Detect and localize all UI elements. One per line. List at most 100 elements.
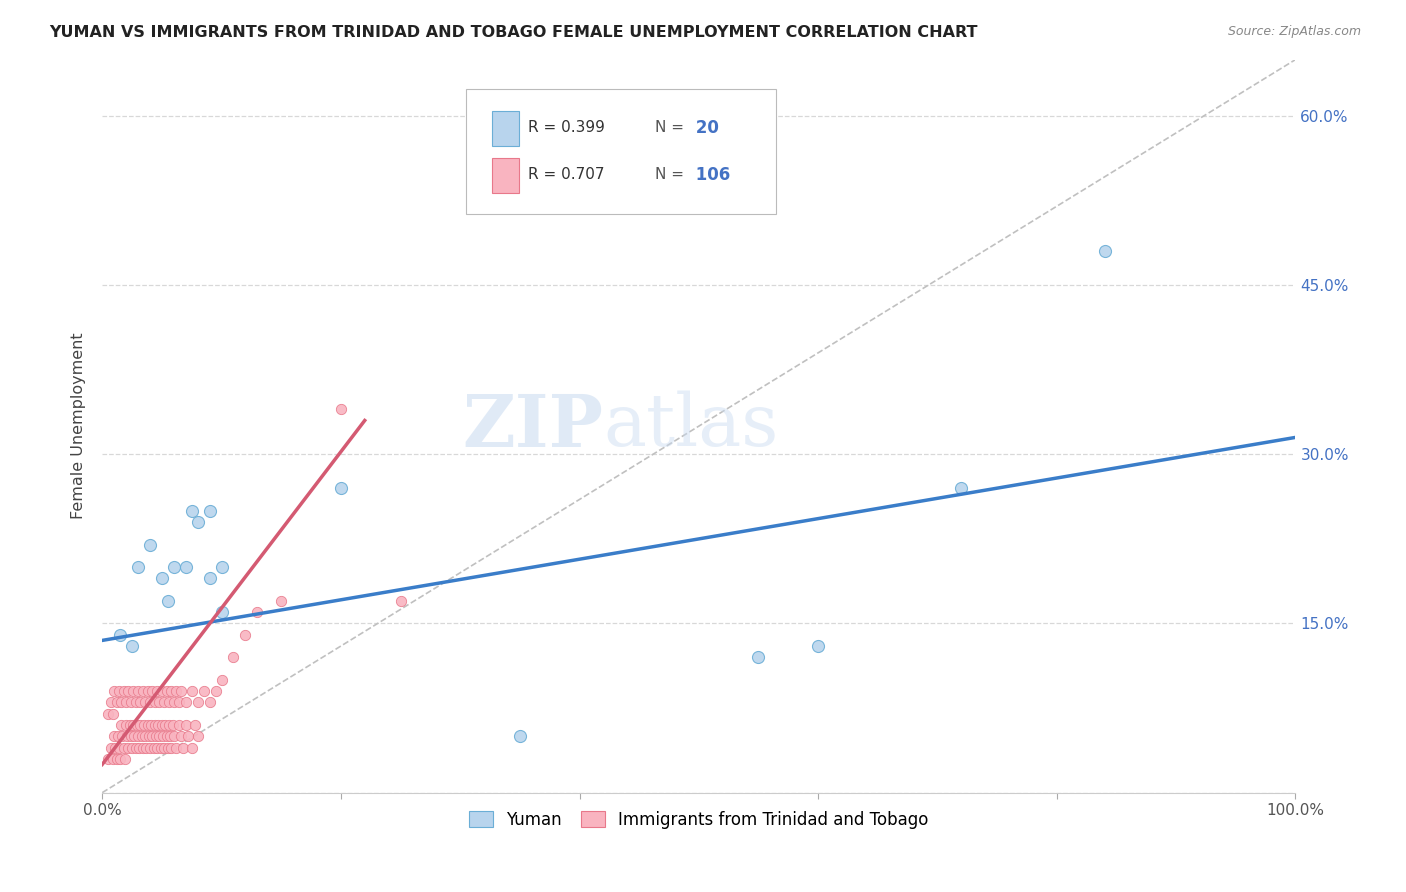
Point	[134, 729, 156, 743]
Point	[105, 695, 128, 709]
Point	[950, 481, 973, 495]
Point	[110, 695, 132, 709]
Point	[131, 729, 153, 743]
Point	[150, 718, 173, 732]
Point	[139, 695, 162, 709]
Point	[193, 684, 215, 698]
Point	[148, 718, 170, 732]
Point	[143, 718, 166, 732]
Point	[222, 650, 245, 665]
Point	[187, 695, 209, 709]
Point	[180, 504, 202, 518]
Point	[124, 740, 146, 755]
Point	[149, 740, 172, 755]
Point	[174, 560, 197, 574]
Point	[125, 718, 148, 732]
Point	[97, 752, 120, 766]
Point	[156, 594, 179, 608]
Point	[146, 740, 169, 755]
Point	[141, 729, 163, 743]
Point	[148, 729, 170, 743]
Point	[112, 740, 135, 755]
Text: YUMAN VS IMMIGRANTS FROM TRINIDAD AND TOBAGO FEMALE UNEMPLOYMENT CORRELATION CHA: YUMAN VS IMMIGRANTS FROM TRINIDAD AND TO…	[49, 25, 977, 40]
Point	[163, 695, 186, 709]
Legend: Yuman, Immigrants from Trinidad and Tobago: Yuman, Immigrants from Trinidad and Toba…	[463, 805, 935, 836]
Point	[146, 684, 169, 698]
Point	[139, 718, 162, 732]
Point	[127, 684, 149, 698]
Point	[132, 740, 155, 755]
Point	[107, 729, 129, 743]
Point	[100, 740, 122, 755]
Point	[124, 729, 146, 743]
Point	[127, 560, 149, 574]
Point	[114, 752, 136, 766]
Point	[153, 695, 176, 709]
Point	[110, 718, 132, 732]
Point	[108, 752, 131, 766]
Point	[104, 740, 127, 755]
Point	[155, 718, 177, 732]
Point	[134, 695, 156, 709]
Point	[117, 684, 139, 698]
Point	[160, 684, 183, 698]
Point	[329, 402, 352, 417]
Point	[103, 729, 125, 743]
FancyBboxPatch shape	[467, 89, 776, 213]
Point	[141, 684, 163, 698]
FancyBboxPatch shape	[492, 111, 519, 146]
Point	[101, 752, 124, 766]
Point	[211, 673, 233, 687]
Point	[157, 695, 180, 709]
Point	[139, 740, 162, 755]
Text: ZIP: ZIP	[463, 391, 603, 462]
Point	[122, 684, 145, 698]
Point	[117, 740, 139, 755]
Point	[108, 684, 131, 698]
Point	[143, 695, 166, 709]
Point	[129, 695, 152, 709]
Point	[165, 740, 187, 755]
Point	[132, 684, 155, 698]
Point	[1094, 244, 1116, 259]
Point	[172, 740, 194, 755]
Point	[108, 740, 131, 755]
Point	[509, 729, 531, 743]
Text: atlas: atlas	[603, 391, 779, 461]
Point	[329, 481, 352, 495]
Point	[118, 718, 141, 732]
Point	[105, 752, 128, 766]
Point	[747, 650, 769, 665]
Point	[156, 740, 179, 755]
Point	[112, 684, 135, 698]
Point	[120, 729, 142, 743]
Point	[101, 706, 124, 721]
Point	[136, 684, 159, 698]
Point	[174, 695, 197, 709]
Point	[156, 684, 179, 698]
Text: R = 0.399: R = 0.399	[529, 120, 605, 136]
Point	[180, 740, 202, 755]
Text: R = 0.707: R = 0.707	[529, 167, 605, 182]
Point	[167, 695, 190, 709]
Point	[211, 605, 233, 619]
Point	[138, 729, 160, 743]
Point	[120, 695, 142, 709]
Point	[139, 537, 162, 551]
Point	[246, 605, 269, 619]
Point	[122, 718, 145, 732]
Point	[145, 729, 167, 743]
Point	[115, 718, 138, 732]
Text: 106: 106	[690, 166, 731, 184]
Point	[136, 718, 159, 732]
Point	[159, 729, 181, 743]
Point	[127, 729, 149, 743]
Point	[163, 729, 186, 743]
Point	[153, 740, 176, 755]
Point	[198, 504, 221, 518]
Point	[115, 695, 138, 709]
Point	[111, 729, 134, 743]
Point	[187, 729, 209, 743]
Point	[156, 729, 179, 743]
Point	[152, 729, 174, 743]
